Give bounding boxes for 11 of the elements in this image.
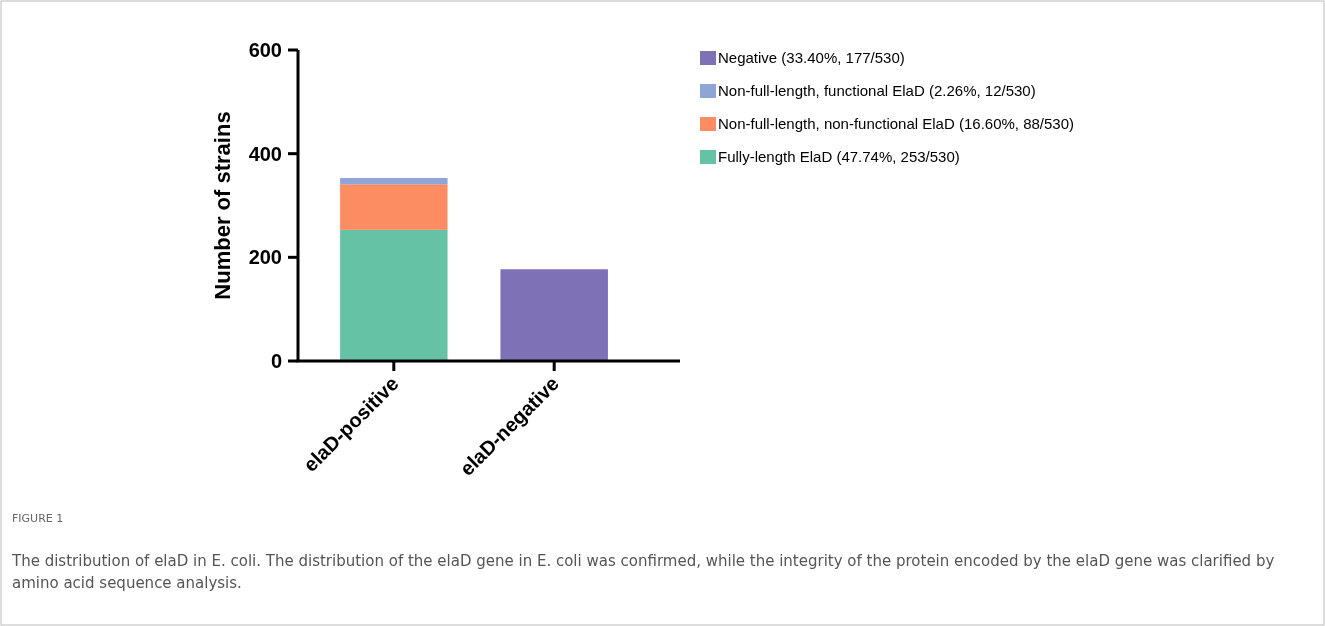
legend-label: Negative (33.40%, 177/530) [718,49,905,67]
legend-label: Fully-length ElaD (47.74%, 253/530) [718,148,960,166]
y-tick-label: 600 [248,39,282,61]
y-tick-label: 200 [248,246,282,269]
caption: FIGURE 1 [12,512,64,525]
legend-label: Non-full-length, non-functional ElaD (16.60%, 88/530) [718,115,1075,133]
y-tick-label: 0 [270,350,282,372]
y-tick-label: 400 [248,142,282,165]
y-axis-title: Number of strains [210,111,235,300]
text: The distribution of elaD in E. coli. The distribution of the elaD gene in E. coli was confirmed, while the integrity of the protein encoded by the elaD gene was clarified by amino acid sequence analysis. [12,551,1276,594]
legend-label: Non-full-length, functional ElaD (2.26%, 12/530) [718,82,1036,100]
